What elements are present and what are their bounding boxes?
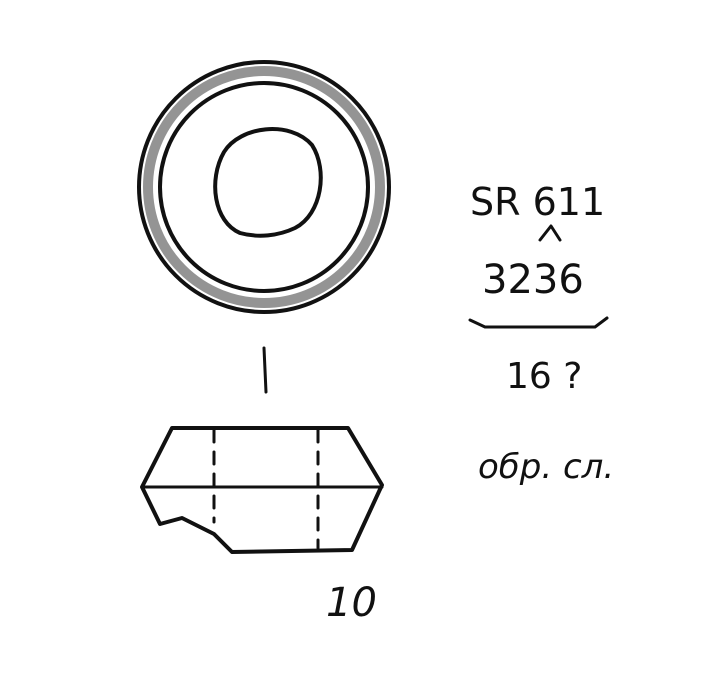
caret-mark <box>538 224 562 242</box>
label-code: SR 611 <box>470 180 605 224</box>
label-number: 3236 <box>482 257 584 303</box>
figure-number: 10 <box>326 580 377 626</box>
outer-ring <box>137 60 391 314</box>
perforation <box>213 127 323 238</box>
outer-ring-shading <box>143 66 385 308</box>
axis-tick <box>262 346 268 394</box>
top-view <box>137 60 391 314</box>
label-question: 16 ? <box>506 356 582 397</box>
side-outline <box>140 426 384 554</box>
inner-ring <box>158 81 370 293</box>
bracket-mark <box>468 316 609 329</box>
label-abbrev: обр. сл. <box>478 447 614 487</box>
side-view <box>140 426 384 554</box>
